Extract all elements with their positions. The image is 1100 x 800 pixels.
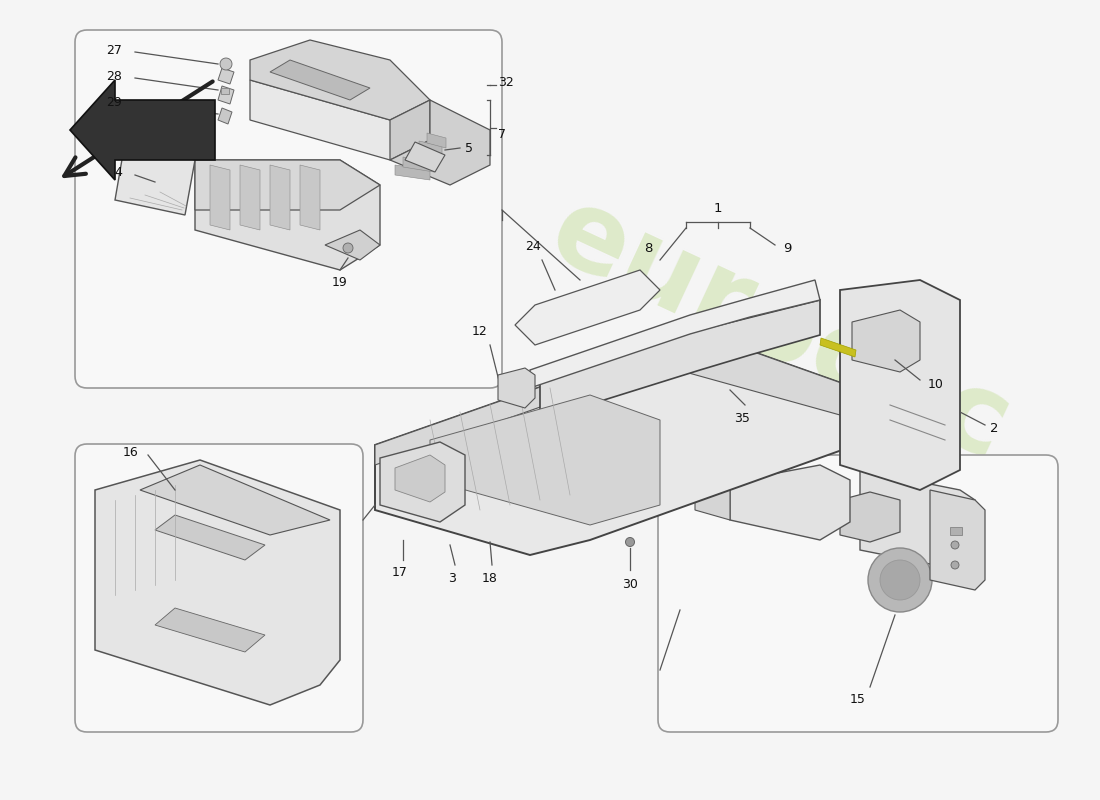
Polygon shape xyxy=(200,620,340,685)
Polygon shape xyxy=(70,80,214,180)
Polygon shape xyxy=(430,395,660,525)
FancyBboxPatch shape xyxy=(75,444,363,732)
Polygon shape xyxy=(270,60,370,100)
Polygon shape xyxy=(250,80,430,160)
Polygon shape xyxy=(695,478,730,520)
Polygon shape xyxy=(375,340,874,465)
Text: 8: 8 xyxy=(644,242,652,254)
Polygon shape xyxy=(240,165,260,230)
Text: 16: 16 xyxy=(122,446,138,459)
Circle shape xyxy=(880,560,920,600)
Polygon shape xyxy=(375,340,874,555)
Text: 4: 4 xyxy=(114,166,122,179)
Polygon shape xyxy=(390,100,490,185)
Circle shape xyxy=(220,58,232,70)
Polygon shape xyxy=(218,86,234,104)
Text: 18: 18 xyxy=(482,572,498,585)
Text: eurococ: eurococ xyxy=(534,178,1026,482)
Polygon shape xyxy=(210,165,230,230)
Text: 2: 2 xyxy=(990,422,999,434)
Circle shape xyxy=(343,243,353,253)
Polygon shape xyxy=(852,310,920,372)
Text: 27: 27 xyxy=(106,43,122,57)
Polygon shape xyxy=(405,142,446,172)
Text: 17: 17 xyxy=(392,566,408,579)
Polygon shape xyxy=(930,490,984,590)
Polygon shape xyxy=(195,160,380,210)
Text: 10: 10 xyxy=(928,378,944,390)
Polygon shape xyxy=(155,515,265,560)
Polygon shape xyxy=(540,300,820,420)
Polygon shape xyxy=(390,100,430,160)
Polygon shape xyxy=(250,40,430,120)
Polygon shape xyxy=(530,280,820,388)
Text: 7: 7 xyxy=(498,129,506,142)
Text: 30: 30 xyxy=(623,578,638,591)
Bar xyxy=(950,527,962,535)
Polygon shape xyxy=(820,338,856,357)
Text: 1: 1 xyxy=(714,202,723,215)
Text: a passion for parts since 1985: a passion for parts since 1985 xyxy=(528,410,792,510)
Polygon shape xyxy=(515,270,660,345)
Circle shape xyxy=(868,548,932,612)
Polygon shape xyxy=(403,157,434,172)
Bar xyxy=(221,88,229,94)
Polygon shape xyxy=(300,165,320,230)
Polygon shape xyxy=(498,368,535,408)
Text: 3: 3 xyxy=(448,572,455,585)
Polygon shape xyxy=(427,133,446,148)
Polygon shape xyxy=(195,160,380,270)
Text: 5: 5 xyxy=(465,142,473,154)
Polygon shape xyxy=(116,142,195,215)
Text: 19: 19 xyxy=(332,276,348,289)
FancyBboxPatch shape xyxy=(658,455,1058,732)
Text: 28: 28 xyxy=(106,70,122,82)
Text: 32: 32 xyxy=(498,75,514,89)
Polygon shape xyxy=(218,108,232,124)
Text: 15: 15 xyxy=(850,693,866,706)
Text: 9: 9 xyxy=(783,242,791,254)
Polygon shape xyxy=(395,165,430,180)
Polygon shape xyxy=(140,465,330,535)
Polygon shape xyxy=(95,460,340,705)
Polygon shape xyxy=(218,68,234,84)
FancyBboxPatch shape xyxy=(75,30,502,388)
Polygon shape xyxy=(411,149,438,164)
Polygon shape xyxy=(324,230,380,260)
Circle shape xyxy=(952,541,959,549)
Polygon shape xyxy=(270,165,290,230)
Text: 29: 29 xyxy=(107,95,122,109)
Polygon shape xyxy=(840,280,960,490)
Polygon shape xyxy=(840,492,900,542)
Polygon shape xyxy=(419,141,442,156)
Text: 12: 12 xyxy=(472,325,488,338)
Polygon shape xyxy=(395,455,446,502)
Polygon shape xyxy=(155,608,265,652)
Circle shape xyxy=(626,538,635,546)
Text: 35: 35 xyxy=(734,412,750,425)
Polygon shape xyxy=(730,465,850,540)
Text: 24: 24 xyxy=(525,240,541,253)
Polygon shape xyxy=(379,442,465,522)
Polygon shape xyxy=(860,470,975,570)
Circle shape xyxy=(952,561,959,569)
